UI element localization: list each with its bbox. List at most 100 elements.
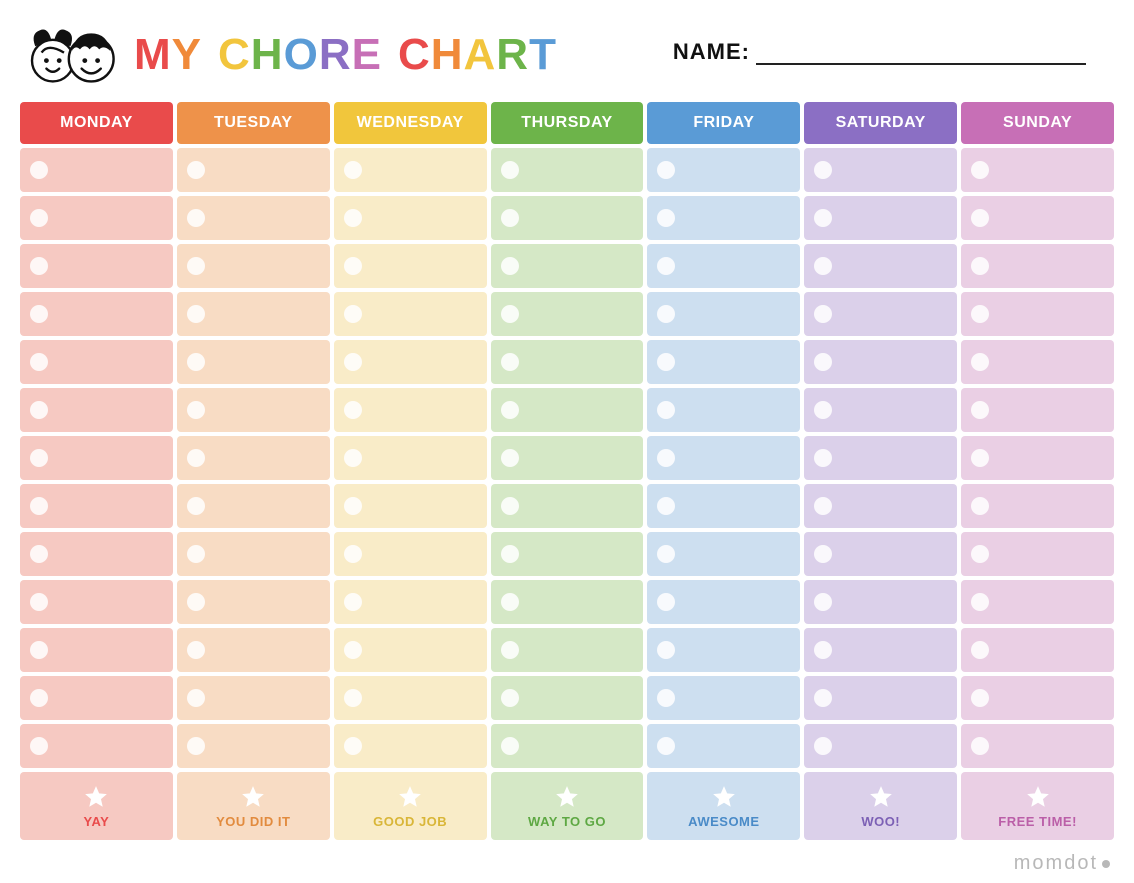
chore-cell[interactable] [804,340,957,384]
chore-cell[interactable] [20,580,173,624]
checkbox-dot-icon[interactable] [971,305,989,323]
chore-cell[interactable] [804,484,957,528]
chore-cell[interactable] [804,196,957,240]
chore-cell[interactable] [334,196,487,240]
chore-cell[interactable] [647,580,800,624]
chore-cell[interactable] [20,532,173,576]
checkbox-dot-icon[interactable] [501,161,519,179]
chore-cell[interactable] [334,484,487,528]
chore-cell[interactable] [20,340,173,384]
checkbox-dot-icon[interactable] [187,449,205,467]
chore-cell[interactable] [20,388,173,432]
chore-cell[interactable] [491,532,644,576]
checkbox-dot-icon[interactable] [501,737,519,755]
checkbox-dot-icon[interactable] [501,497,519,515]
checkbox-dot-icon[interactable] [814,689,832,707]
chore-cell[interactable] [177,676,330,720]
chore-cell[interactable] [961,724,1114,768]
chore-cell[interactable] [961,580,1114,624]
checkbox-dot-icon[interactable] [344,545,362,563]
checkbox-dot-icon[interactable] [187,689,205,707]
chore-cell[interactable] [177,724,330,768]
checkbox-dot-icon[interactable] [30,689,48,707]
checkbox-dot-icon[interactable] [814,401,832,419]
checkbox-dot-icon[interactable] [344,449,362,467]
checkbox-dot-icon[interactable] [344,497,362,515]
checkbox-dot-icon[interactable] [344,689,362,707]
chore-cell[interactable] [334,532,487,576]
chore-cell[interactable] [177,292,330,336]
checkbox-dot-icon[interactable] [657,593,675,611]
checkbox-dot-icon[interactable] [971,401,989,419]
checkbox-dot-icon[interactable] [344,401,362,419]
chore-cell[interactable] [334,628,487,672]
chore-cell[interactable] [647,676,800,720]
checkbox-dot-icon[interactable] [971,689,989,707]
checkbox-dot-icon[interactable] [344,257,362,275]
chore-cell[interactable] [491,388,644,432]
chore-cell[interactable] [961,148,1114,192]
chore-cell[interactable] [334,244,487,288]
checkbox-dot-icon[interactable] [814,737,832,755]
chore-cell[interactable] [961,292,1114,336]
chore-cell[interactable] [804,244,957,288]
checkbox-dot-icon[interactable] [814,449,832,467]
chore-cell[interactable] [491,724,644,768]
chore-cell[interactable] [804,388,957,432]
checkbox-dot-icon[interactable] [187,401,205,419]
checkbox-dot-icon[interactable] [187,641,205,659]
checkbox-dot-icon[interactable] [657,161,675,179]
checkbox-dot-icon[interactable] [971,593,989,611]
checkbox-dot-icon[interactable] [30,641,48,659]
checkbox-dot-icon[interactable] [657,209,675,227]
checkbox-dot-icon[interactable] [187,257,205,275]
checkbox-dot-icon[interactable] [971,641,989,659]
checkbox-dot-icon[interactable] [187,161,205,179]
checkbox-dot-icon[interactable] [657,641,675,659]
chore-cell[interactable] [961,436,1114,480]
chore-cell[interactable] [177,244,330,288]
chore-cell[interactable] [177,484,330,528]
checkbox-dot-icon[interactable] [971,449,989,467]
checkbox-dot-icon[interactable] [30,545,48,563]
chore-cell[interactable] [961,628,1114,672]
chore-cell[interactable] [804,436,957,480]
checkbox-dot-icon[interactable] [344,353,362,371]
checkbox-dot-icon[interactable] [344,737,362,755]
chore-cell[interactable] [491,292,644,336]
chore-cell[interactable] [177,148,330,192]
checkbox-dot-icon[interactable] [657,497,675,515]
checkbox-dot-icon[interactable] [187,545,205,563]
checkbox-dot-icon[interactable] [814,593,832,611]
chore-cell[interactable] [804,148,957,192]
checkbox-dot-icon[interactable] [30,305,48,323]
chore-cell[interactable] [961,244,1114,288]
chore-cell[interactable] [647,148,800,192]
checkbox-dot-icon[interactable] [814,209,832,227]
checkbox-dot-icon[interactable] [657,353,675,371]
chore-cell[interactable] [20,436,173,480]
chore-cell[interactable] [961,676,1114,720]
chore-cell[interactable] [20,148,173,192]
chore-cell[interactable] [647,484,800,528]
chore-cell[interactable] [334,292,487,336]
chore-cell[interactable] [334,676,487,720]
chore-cell[interactable] [491,676,644,720]
chore-cell[interactable] [334,340,487,384]
checkbox-dot-icon[interactable] [344,161,362,179]
checkbox-dot-icon[interactable] [501,641,519,659]
checkbox-dot-icon[interactable] [501,305,519,323]
chore-cell[interactable] [20,724,173,768]
checkbox-dot-icon[interactable] [971,353,989,371]
checkbox-dot-icon[interactable] [814,545,832,563]
checkbox-dot-icon[interactable] [814,353,832,371]
chore-cell[interactable] [20,484,173,528]
checkbox-dot-icon[interactable] [30,209,48,227]
chore-cell[interactable] [804,628,957,672]
checkbox-dot-icon[interactable] [30,257,48,275]
checkbox-dot-icon[interactable] [187,305,205,323]
checkbox-dot-icon[interactable] [30,401,48,419]
chore-cell[interactable] [961,196,1114,240]
chore-cell[interactable] [177,388,330,432]
checkbox-dot-icon[interactable] [814,257,832,275]
